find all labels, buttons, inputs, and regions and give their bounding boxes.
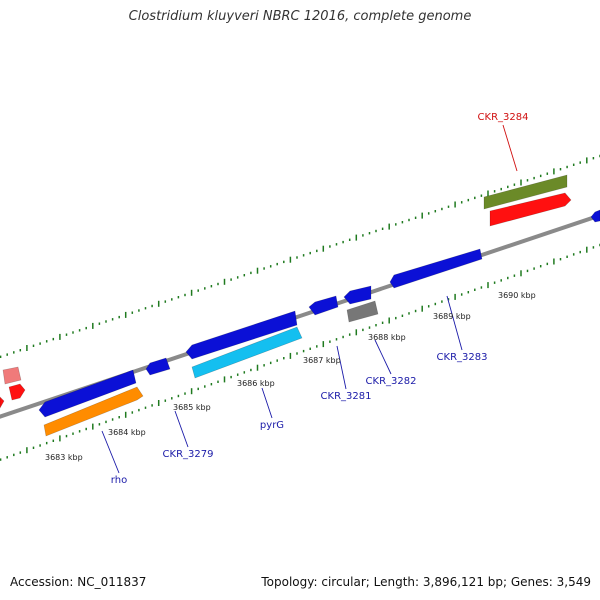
title: Clostridium kluyveri NBRC 12016, complet… (128, 9, 472, 24)
gene-label-pyrg[interactable]: pyrG (260, 420, 284, 431)
leader-line (174, 410, 189, 448)
upper-tick-track (0, 154, 600, 358)
gene-pyrg-upper[interactable] (185, 310, 298, 360)
gene-right-edge[interactable] (590, 209, 600, 223)
gene-ckr-3284-red[interactable] (489, 192, 572, 227)
label-leader-lines (101, 124, 518, 474)
gene-pyrg[interactable] (191, 326, 303, 379)
gene-label-ckr-3282[interactable]: CKR_3282 (366, 376, 417, 387)
leader-line (336, 345, 347, 390)
leader-line (374, 339, 392, 375)
scale-label: 3684 kbp (108, 428, 146, 437)
accession-text: Accession: NC_011837 (10, 575, 147, 589)
gene-left-red-a[interactable] (8, 383, 26, 401)
scale-label: 3690 kbp (498, 291, 536, 300)
gene-rho-upper[interactable] (38, 369, 137, 418)
scale-label: 3685 kbp (173, 403, 211, 412)
gene-label-rho[interactable]: rho (111, 475, 127, 486)
leader-line (261, 387, 273, 419)
lower-tick-track (0, 243, 600, 461)
scale-label: 3687 kbp (303, 356, 341, 365)
gene-ckr-3281[interactable] (308, 295, 339, 316)
gene-rho[interactable] (43, 386, 144, 437)
genome-summary-text: Topology: circular; Length: 3,896,121 bp… (261, 575, 591, 589)
gene-ckr-3282-gray[interactable] (346, 300, 379, 323)
gene-left-red-b[interactable] (0, 396, 5, 409)
gene-left-pink[interactable] (2, 366, 22, 385)
gene-ckr-3284[interactable] (483, 174, 568, 210)
leader-line (101, 430, 120, 474)
scale-labels: 3683 kbp 3684 kbp 3685 kbp 3686 kbp 3687… (45, 291, 536, 462)
leader-line (446, 295, 463, 351)
gene-ckr-3283[interactable] (389, 248, 483, 289)
scale-label: 3689 kbp (433, 312, 471, 321)
gene-label-ckr-3279[interactable]: CKR_3279 (163, 449, 214, 460)
gene-ckr-3282[interactable] (343, 285, 372, 305)
gene-label-ckr-3283[interactable]: CKR_3283 (437, 352, 488, 363)
gene-label-ckr-3284[interactable]: CKR_3284 (478, 112, 529, 123)
scale-label: 3683 kbp (45, 453, 83, 462)
leader-line (502, 124, 518, 172)
gene-ckr-3279[interactable] (145, 357, 171, 376)
scale-label: 3688 kbp (368, 333, 406, 342)
scale-label: 3686 kbp (237, 379, 275, 388)
gene-labels: rho CKR_3279 pyrG CKR_3281 CKR_3282 CKR_… (111, 112, 529, 486)
gene-label-ckr-3281[interactable]: CKR_3281 (321, 391, 372, 402)
